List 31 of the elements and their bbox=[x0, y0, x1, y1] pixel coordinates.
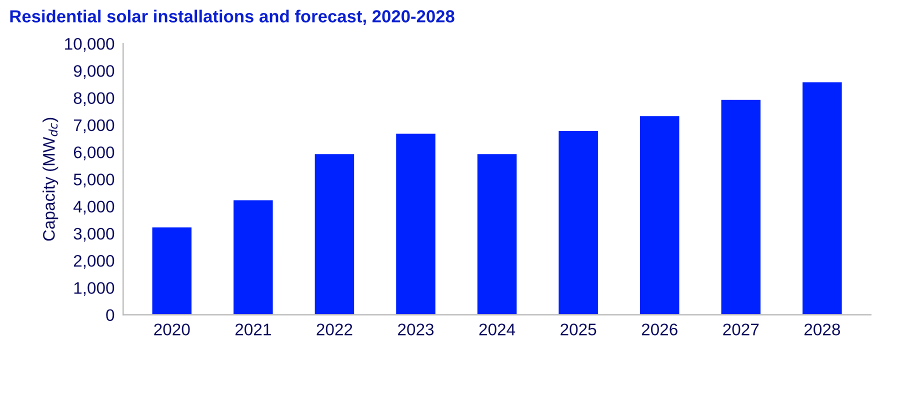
x-tick-label: 2026 bbox=[642, 324, 678, 336]
x-tick-label: 2025 bbox=[560, 324, 596, 336]
bar bbox=[313, 152, 356, 315]
bar bbox=[150, 226, 193, 315]
y-tick-label: 7,000 bbox=[74, 119, 114, 134]
bar bbox=[638, 114, 681, 315]
x-tick-label: 2028 bbox=[804, 324, 840, 336]
y-tick-label: 2,000 bbox=[74, 254, 114, 269]
y-tick-label: 3,000 bbox=[74, 228, 114, 242]
x-tick-label: 2022 bbox=[316, 324, 352, 336]
y-tick-label: 1,000 bbox=[74, 282, 114, 296]
bar bbox=[476, 152, 518, 315]
y-tick-label: 4,000 bbox=[73, 200, 114, 214]
x-tick-label: 2027 bbox=[723, 324, 759, 336]
bar bbox=[557, 130, 600, 315]
y-tick-label: 6,000 bbox=[74, 146, 114, 160]
chart-title: Residential solar installations and forecast, 2020-2028 bbox=[10, 10, 454, 25]
y-tick-label: 10,000 bbox=[65, 38, 114, 52]
bar bbox=[720, 98, 762, 315]
x-tick-label: 2021 bbox=[235, 324, 271, 336]
bar bbox=[394, 132, 437, 315]
y-tick-label: 0 bbox=[106, 309, 114, 322]
x-tick-label: 2020 bbox=[154, 324, 190, 336]
y-tick-label: 8,000 bbox=[74, 92, 114, 106]
x-tick-label: 2024 bbox=[479, 324, 516, 336]
x-tick-label: 2023 bbox=[398, 324, 434, 336]
y-tick-label: 5,000 bbox=[74, 174, 114, 188]
y-tick-label: 9,000 bbox=[74, 65, 114, 79]
y-axis-title: Capacity (MW$_{dc}$) bbox=[42, 118, 58, 241]
bar bbox=[232, 198, 274, 315]
bar bbox=[801, 80, 844, 315]
